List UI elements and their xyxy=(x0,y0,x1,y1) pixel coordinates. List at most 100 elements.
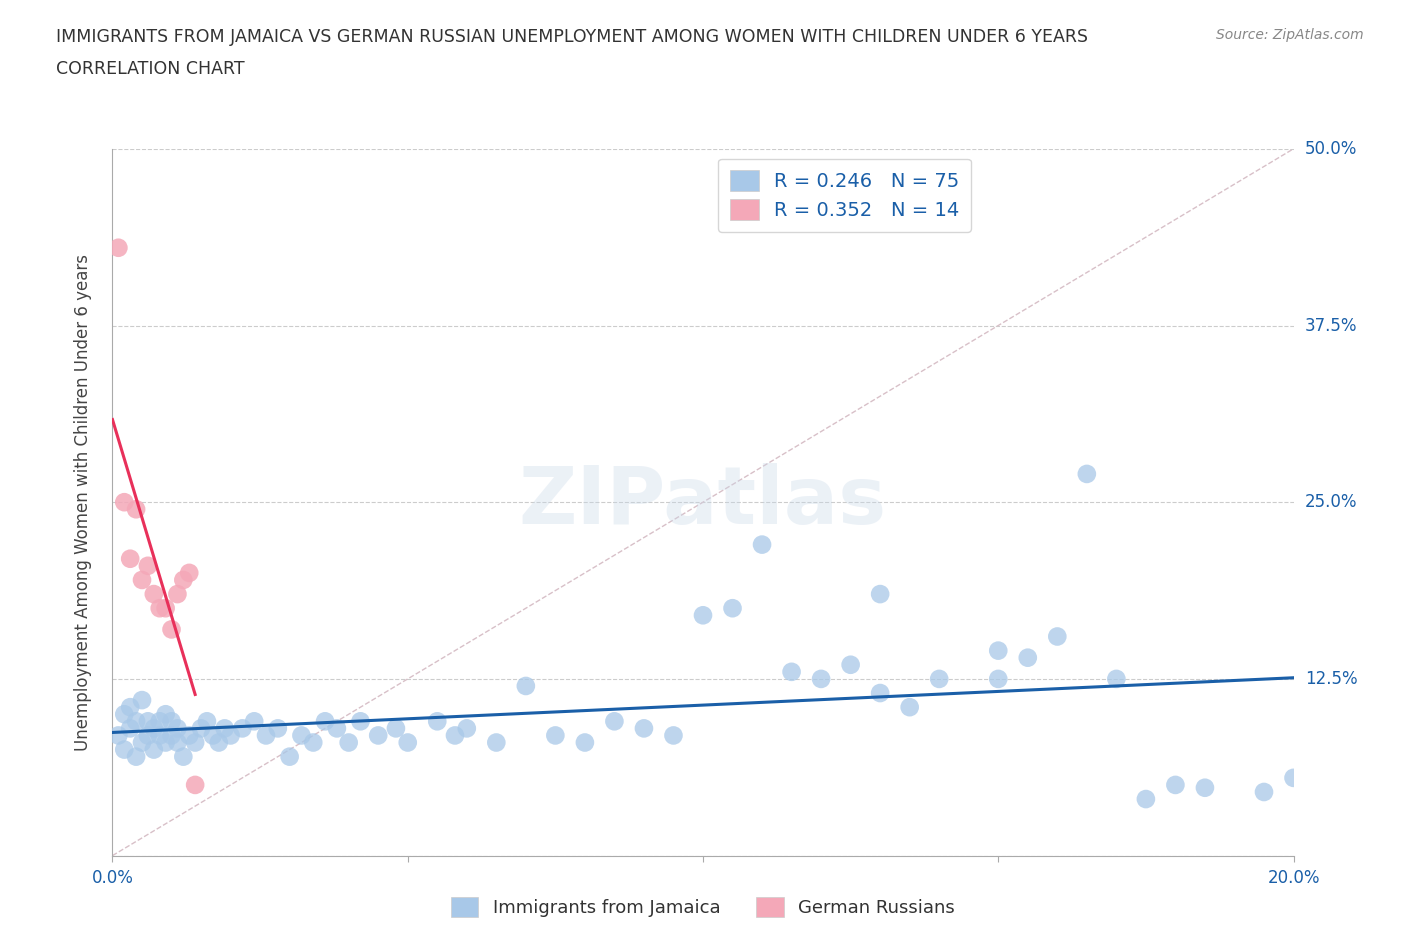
Point xyxy=(190,721,212,736)
Point xyxy=(1076,467,1098,482)
Point xyxy=(254,728,277,743)
Point xyxy=(219,728,242,743)
Point xyxy=(214,721,236,736)
Text: 0.0%: 0.0% xyxy=(91,870,134,887)
Point xyxy=(1282,770,1305,785)
Point xyxy=(426,714,449,729)
Point xyxy=(125,502,148,517)
Point xyxy=(131,573,153,588)
Point xyxy=(179,565,201,580)
Point xyxy=(155,707,177,722)
Point xyxy=(928,671,950,686)
Point xyxy=(869,587,891,602)
Point xyxy=(166,735,188,750)
Text: 20.0%: 20.0% xyxy=(1267,870,1320,887)
Point xyxy=(131,735,153,750)
Point xyxy=(267,721,290,736)
Point xyxy=(120,551,142,566)
Point xyxy=(603,714,626,729)
Point xyxy=(149,601,172,616)
Point xyxy=(149,714,172,729)
Y-axis label: Unemployment Among Women with Children Under 6 years: Unemployment Among Women with Children U… xyxy=(73,254,91,751)
Point xyxy=(485,735,508,750)
Point xyxy=(107,728,129,743)
Point xyxy=(208,735,231,750)
Point xyxy=(337,735,360,750)
Point xyxy=(1164,777,1187,792)
Point xyxy=(172,573,194,588)
Point xyxy=(1194,780,1216,795)
Point xyxy=(125,750,148,764)
Point xyxy=(326,721,349,736)
Point xyxy=(1105,671,1128,686)
Point xyxy=(231,721,253,736)
Point xyxy=(166,721,188,736)
Point xyxy=(574,735,596,750)
Point xyxy=(107,240,129,255)
Point xyxy=(179,728,201,743)
Point xyxy=(898,699,921,714)
Text: Source: ZipAtlas.com: Source: ZipAtlas.com xyxy=(1216,28,1364,42)
Point xyxy=(142,721,165,736)
Point xyxy=(662,728,685,743)
Point xyxy=(136,558,159,573)
Point xyxy=(751,538,773,552)
Point xyxy=(112,495,135,510)
Point xyxy=(839,658,862,672)
Point xyxy=(544,728,567,743)
Point xyxy=(120,721,142,736)
Point xyxy=(278,750,301,764)
Point xyxy=(243,714,266,729)
Point xyxy=(160,714,183,729)
Point xyxy=(142,742,165,757)
Point xyxy=(112,742,135,757)
Point xyxy=(131,693,153,708)
Point xyxy=(456,721,478,736)
Point xyxy=(290,728,312,743)
Point xyxy=(195,714,218,729)
Point xyxy=(166,587,188,602)
Text: CORRELATION CHART: CORRELATION CHART xyxy=(56,60,245,78)
Point xyxy=(184,777,207,792)
Point xyxy=(201,728,224,743)
Point xyxy=(160,728,183,743)
Point xyxy=(987,671,1010,686)
Point xyxy=(142,587,165,602)
Point xyxy=(136,728,159,743)
Point xyxy=(810,671,832,686)
Point xyxy=(444,728,467,743)
Point xyxy=(184,735,207,750)
Point xyxy=(515,679,537,694)
Point xyxy=(1017,650,1039,665)
Text: IMMIGRANTS FROM JAMAICA VS GERMAN RUSSIAN UNEMPLOYMENT AMONG WOMEN WITH CHILDREN: IMMIGRANTS FROM JAMAICA VS GERMAN RUSSIA… xyxy=(56,28,1088,46)
Text: ZIPatlas: ZIPatlas xyxy=(519,463,887,541)
Text: 12.5%: 12.5% xyxy=(1305,670,1357,688)
Point xyxy=(367,728,389,743)
Point xyxy=(314,714,336,729)
Point xyxy=(633,721,655,736)
Point xyxy=(160,622,183,637)
Point xyxy=(149,728,172,743)
Text: 25.0%: 25.0% xyxy=(1305,493,1357,512)
Point xyxy=(987,644,1010,658)
Text: 37.5%: 37.5% xyxy=(1305,316,1357,335)
Text: 50.0%: 50.0% xyxy=(1305,140,1357,158)
Point xyxy=(869,685,891,700)
Point xyxy=(349,714,371,729)
Point xyxy=(155,601,177,616)
Point xyxy=(172,750,194,764)
Point xyxy=(302,735,325,750)
Point xyxy=(780,664,803,679)
Point xyxy=(1135,791,1157,806)
Point xyxy=(1253,785,1275,800)
Point xyxy=(385,721,408,736)
Point xyxy=(1046,629,1069,644)
Point xyxy=(396,735,419,750)
Point xyxy=(721,601,744,616)
Point xyxy=(155,735,177,750)
Legend: Immigrants from Jamaica, German Russians: Immigrants from Jamaica, German Russians xyxy=(444,890,962,924)
Point xyxy=(120,699,142,714)
Point xyxy=(692,608,714,623)
Point xyxy=(136,714,159,729)
Point xyxy=(125,714,148,729)
